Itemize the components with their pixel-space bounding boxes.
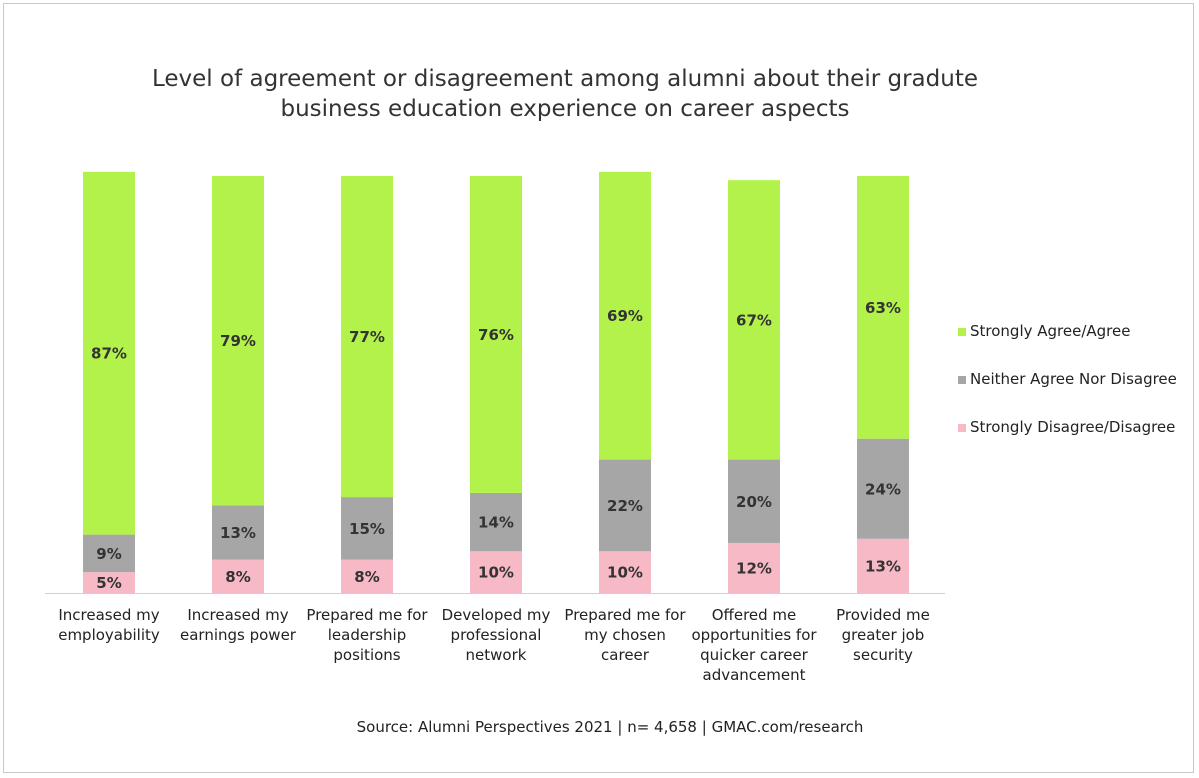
value-label: 12% <box>736 559 772 577</box>
value-label: 13% <box>220 524 256 542</box>
value-label: 5% <box>96 574 121 592</box>
bar-segment <box>728 542 780 593</box>
x-tick-label: Prepared me for leadership positions <box>306 606 428 664</box>
value-label: 63% <box>865 299 901 317</box>
legend-label: Neither Agree Nor Disagree <box>970 370 1177 388</box>
bar-segment <box>599 459 651 552</box>
x-tick-label: Provided me greater job security <box>836 606 930 664</box>
x-tick-label: Offered me opportunities for quicker car… <box>691 606 817 684</box>
value-label: 24% <box>865 480 901 498</box>
value-label: 76% <box>478 326 514 344</box>
legend-label: Strongly Agree/Agree <box>970 322 1131 340</box>
source: Source: Alumni Perspectives 2021 | n= 4,… <box>356 718 864 736</box>
bar-segment <box>212 176 264 506</box>
legend-swatch <box>958 328 966 336</box>
value-label: 20% <box>736 493 772 511</box>
legend-label: Strongly Disagree/Disagree <box>970 418 1176 436</box>
value-label: 13% <box>865 557 901 575</box>
bar-segment <box>83 171 135 535</box>
bar-segment <box>83 534 135 573</box>
bar-segment <box>599 551 651 593</box>
x-tick-label: Increased my earnings power <box>180 606 296 644</box>
bar-segment <box>470 492 522 552</box>
bar-segment <box>341 176 393 498</box>
legend-swatch <box>958 424 966 432</box>
value-label: 15% <box>349 520 385 538</box>
value-label: 9% <box>96 545 121 563</box>
bar-segment <box>599 171 651 460</box>
bar-segment <box>470 176 522 493</box>
bar-segment <box>857 176 909 439</box>
value-label: 87% <box>91 345 127 363</box>
bar-segment <box>83 572 135 593</box>
value-label: 79% <box>220 332 256 350</box>
chart-title: Level of agreement or disagreement among… <box>151 66 978 122</box>
value-label: 8% <box>354 568 379 586</box>
value-label: 10% <box>478 564 514 582</box>
bar-segment <box>341 559 393 593</box>
bar-segment <box>470 551 522 593</box>
value-label: 67% <box>736 311 772 329</box>
value-label: 22% <box>607 497 643 515</box>
bar-segment <box>857 538 909 593</box>
value-label: 14% <box>478 514 514 532</box>
x-tick-label: Prepared me for my chosen career <box>564 606 686 664</box>
value-label: 69% <box>607 307 643 325</box>
legend-swatch <box>958 376 966 384</box>
bar-segment <box>728 180 780 460</box>
frame <box>3 3 1194 773</box>
value-label: 10% <box>607 564 643 582</box>
bar-segment <box>728 459 780 543</box>
value-label: 8% <box>225 568 250 586</box>
bar-segment <box>212 559 264 593</box>
bar-segment <box>341 497 393 560</box>
value-label: 77% <box>349 328 385 346</box>
bar-segment <box>857 438 909 539</box>
x-tick-label: Developed my professional network <box>441 606 551 664</box>
bar-segment <box>212 505 264 560</box>
x-tick-label: Increased my employability <box>58 606 160 644</box>
